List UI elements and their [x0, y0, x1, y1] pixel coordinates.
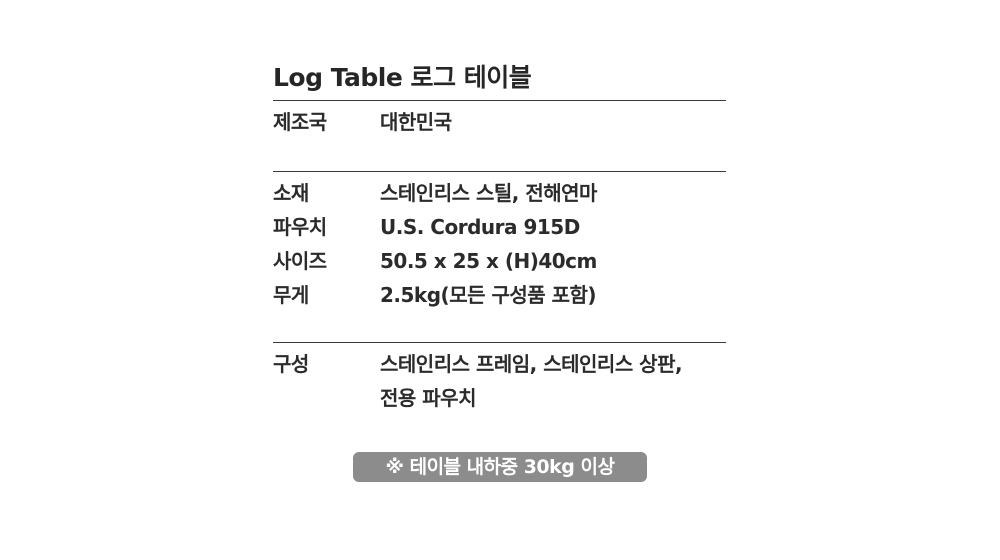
- spec-label: 구성: [273, 352, 309, 376]
- spec-label: 소재: [273, 181, 309, 205]
- spec-value: U.S. Cordura 915D: [380, 215, 580, 239]
- spec-row-components-continued: 전용 파우치: [273, 381, 726, 415]
- spec-sheet: Log Table 로그 테이블 제조국 대한민국 소재 스테인리스 스틸, 전…: [273, 60, 726, 437]
- spec-value: 2.5kg(모든 구성품 포함): [380, 283, 597, 307]
- spec-value: 전용 파우치: [380, 386, 476, 410]
- spec-row-weight: 무게 2.5kg(모든 구성품 포함): [273, 278, 726, 312]
- spec-label: [273, 381, 380, 415]
- spec-value: 50.5 x 25 x (H)40cm: [380, 249, 597, 273]
- spec-row-material: 소재 스테인리스 스틸, 전해연마: [273, 176, 726, 210]
- spec-section-details: 소재 스테인리스 스틸, 전해연마 파우치 U.S. Cordura 915D …: [273, 171, 726, 342]
- spec-row-size: 사이즈 50.5 x 25 x (H)40cm: [273, 244, 726, 278]
- spec-label: 제조국: [273, 110, 327, 134]
- spec-section-components: 구성 스테인리스 프레임, 스테인리스 상판, 전용 파우치: [273, 342, 726, 437]
- spec-value: 스테인리스 스틸, 전해연마: [380, 181, 597, 205]
- load-capacity-badge: ※ 테이블 내하중 30kg 이상: [353, 452, 647, 482]
- spec-row-origin: 제조국 대한민국: [273, 105, 726, 139]
- product-title: Log Table 로그 테이블: [273, 63, 532, 92]
- spec-row-components: 구성 스테인리스 프레임, 스테인리스 상판,: [273, 347, 726, 381]
- spec-label: 무게: [273, 283, 309, 307]
- spec-row-pouch: 파우치 U.S. Cordura 915D: [273, 210, 726, 244]
- spec-value: 대한민국: [380, 110, 452, 134]
- spec-label: 사이즈: [273, 249, 327, 273]
- spec-section-origin: 제조국 대한민국: [273, 100, 726, 171]
- spec-value: 스테인리스 프레임, 스테인리스 상판,: [380, 352, 683, 376]
- spec-label: 파우치: [273, 215, 327, 239]
